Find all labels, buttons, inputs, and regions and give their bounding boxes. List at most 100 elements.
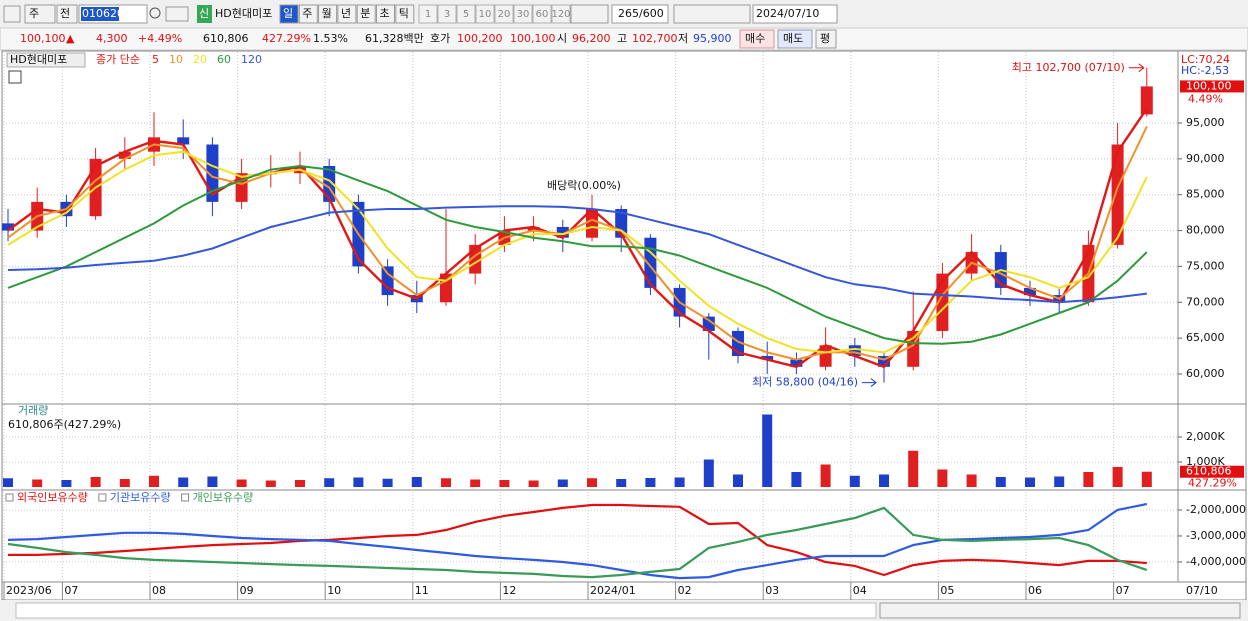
volume-bar: [674, 477, 685, 487]
tool-icon: [8, 70, 22, 84]
x-tick-label: 10: [327, 584, 341, 597]
price: 100,100: [20, 32, 66, 45]
search-icon[interactable]: [149, 7, 161, 19]
high-annotation: 최고 102,700 (07/10): [1012, 61, 1125, 74]
amount: 61,328백만: [365, 32, 424, 45]
interval: 초: [380, 7, 390, 20]
volume-bar: [1141, 471, 1152, 487]
volume-bar: [762, 414, 773, 487]
low-arrow: [862, 378, 877, 387]
candle-body: [1111, 144, 1124, 245]
volume-bar: [1054, 476, 1065, 487]
menu-icon[interactable]: [3, 5, 21, 23]
ma-line: [7, 126, 1148, 361]
legend-entry: 20: [193, 53, 207, 66]
market-select[interactable]: [56, 4, 78, 24]
interval-button[interactable]: [356, 4, 376, 24]
low-label: 저: [678, 32, 688, 45]
volume-bar: [90, 477, 101, 487]
interval: 주: [302, 7, 312, 20]
candle-body: [586, 209, 598, 238]
candle-body: [790, 359, 803, 367]
buy[interactable]: 매수: [745, 32, 765, 45]
count: 60: [536, 9, 549, 20]
volume-bar: [324, 478, 335, 487]
last-price-box: [1180, 80, 1244, 93]
x-tick-label: 04: [853, 584, 867, 597]
ma-label: 종가 단순: [96, 53, 140, 66]
count: 10: [479, 9, 492, 20]
count-button[interactable]: [475, 4, 495, 24]
buy-button[interactable]: [739, 29, 775, 49]
count-button[interactable]: [418, 4, 438, 24]
candle-body: [381, 266, 394, 296]
interval: 월: [322, 7, 332, 20]
candle-body: [556, 226, 569, 238]
interval-button[interactable]: [376, 4, 395, 24]
count: 30: [517, 9, 530, 20]
last-price: 100,100: [1186, 79, 1232, 92]
turnover: 1.53%: [313, 32, 348, 45]
volume-bar: [528, 480, 539, 487]
legend-marker: [5, 493, 14, 502]
sell[interactable]: 매도: [783, 32, 803, 45]
count-button[interactable]: [513, 4, 533, 24]
ma-line: [7, 107, 1148, 369]
count-button[interactable]: [456, 4, 476, 24]
volume-bar: [265, 480, 276, 487]
count-button[interactable]: [551, 4, 571, 24]
interval-button[interactable]: [337, 4, 357, 24]
open-label: 시: [557, 32, 567, 45]
count-button[interactable]: [494, 4, 514, 24]
low: 95,900: [693, 32, 732, 45]
high: 102,700: [632, 32, 678, 45]
tool-icons[interactable]: [673, 4, 751, 24]
interval-button[interactable]: [395, 4, 415, 24]
period-select[interactable]: [24, 4, 56, 24]
stock-name: HD현대미포: [215, 7, 272, 20]
y-tick-label: 95,000: [1186, 116, 1225, 129]
candle-body: [118, 151, 131, 159]
last-rate: 4.49%: [1188, 92, 1223, 105]
interval-button[interactable]: [298, 4, 318, 24]
low-annotation: 최저 58,800 (04/16): [752, 376, 858, 389]
volume-bar: [557, 479, 568, 487]
volume-bar: [353, 477, 364, 487]
volume-bar: [733, 474, 743, 487]
y-tick-label: -2,000,000: [1186, 503, 1246, 516]
ma-line: [7, 164, 1148, 345]
legend-entry: 기관보유수량: [110, 491, 171, 504]
sell-button[interactable]: [777, 29, 813, 49]
candle-body: [702, 316, 715, 331]
last-volume: 610,806: [1186, 465, 1232, 478]
interval-select[interactable]: [570, 4, 609, 24]
last-volume-box: [1180, 465, 1244, 478]
count-button[interactable]: [437, 4, 457, 24]
interval-button[interactable]: [279, 4, 299, 24]
zoom-tools[interactable]: [879, 602, 1241, 619]
volume-bar: [149, 475, 159, 487]
avg-button[interactable]: [815, 29, 837, 49]
volume-bar: [966, 474, 977, 487]
y-tick-label: 75,000: [1186, 259, 1225, 272]
interval-button[interactable]: [318, 4, 338, 24]
volume-bar: [1083, 472, 1094, 487]
candle-body: [848, 345, 861, 357]
legend-entry: 10: [169, 53, 183, 66]
lc-label: LC:70,24: [1181, 53, 1230, 66]
x-tick-label: 07: [1116, 584, 1130, 597]
legend-marker: [181, 493, 190, 502]
chart-frame: [1, 50, 1247, 583]
volume-bar: [645, 478, 656, 487]
change: 4,300: [96, 32, 128, 45]
ask: 100,200: [457, 32, 503, 45]
range-box[interactable]: [611, 4, 669, 24]
scroll-track[interactable]: [15, 602, 877, 619]
rate: +4.49%: [138, 32, 182, 45]
count-button[interactable]: [532, 4, 552, 24]
sound-icon[interactable]: [165, 6, 189, 22]
date-box[interactable]: [752, 4, 838, 24]
interval: 일: [283, 6, 293, 20]
y-tick-label: -3,000,000: [1186, 529, 1246, 542]
volume-bar: [791, 472, 802, 487]
